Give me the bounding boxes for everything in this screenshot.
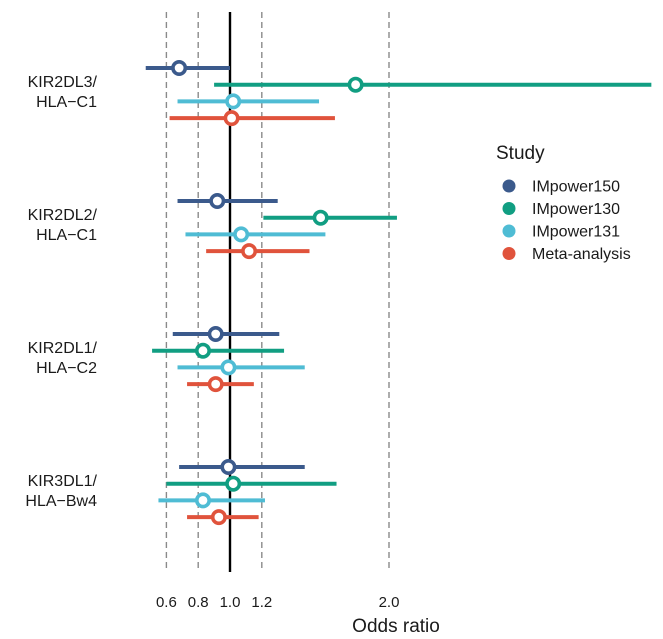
x-tick-label: 1.2 bbox=[251, 594, 272, 611]
interval-bars bbox=[145, 66, 652, 520]
point-estimate bbox=[223, 110, 240, 127]
point-estimate bbox=[207, 376, 224, 393]
legend-swatch bbox=[502, 247, 516, 260]
gridlines bbox=[165, 12, 390, 572]
group-label: KIR2DL2/HLA−C1 bbox=[28, 207, 98, 244]
point-estimate bbox=[225, 93, 242, 110]
legend-title: Study bbox=[496, 143, 545, 164]
legend-label: Meta-analysis bbox=[532, 246, 631, 263]
group-label-line: HLA−C2 bbox=[36, 360, 97, 377]
x-tick-label: 1.0 bbox=[220, 594, 241, 611]
x-axis-ticks: 0.6 0.8 1.0 1.2 2.0 bbox=[156, 594, 399, 611]
group-label-line: KIR2DL3/ bbox=[28, 74, 98, 91]
point-estimate bbox=[220, 458, 237, 475]
point-estimate bbox=[241, 243, 258, 260]
point-estimate bbox=[220, 359, 237, 376]
point-estimate bbox=[210, 509, 227, 526]
legend-swatch bbox=[502, 179, 516, 193]
x-tick-label: 0.8 bbox=[188, 594, 209, 611]
legend-label: IMpower150 bbox=[532, 179, 620, 196]
point-estimate bbox=[312, 209, 329, 226]
point-estimate bbox=[233, 226, 250, 243]
legend-items: IMpower150 IMpower130 IMpower131 Meta-analy… bbox=[502, 179, 631, 263]
group-label-line: KIR3DL1/ bbox=[28, 473, 98, 490]
point-estimate bbox=[209, 193, 226, 210]
x-tick-label: 2.0 bbox=[379, 594, 400, 611]
group-label: KIR2DL3/HLA−C1 bbox=[28, 74, 98, 111]
group-label-line: HLA−Bw4 bbox=[25, 493, 97, 510]
legend-swatch bbox=[502, 224, 516, 238]
group-labels: KIR2DL3/HLA−C1KIR2DL2/HLA−C1KIR2DL1/HLA−… bbox=[25, 74, 97, 510]
group-label: KIR2DL1/HLA−C2 bbox=[28, 340, 98, 377]
point-estimate bbox=[207, 325, 224, 342]
legend-label: IMpower131 bbox=[532, 224, 620, 241]
legend-label: IMpower130 bbox=[532, 201, 620, 218]
group-label-line: HLA−C1 bbox=[36, 94, 97, 111]
point-estimate bbox=[347, 76, 364, 93]
group-label-line: KIR2DL1/ bbox=[28, 340, 98, 357]
point-estimate bbox=[194, 342, 211, 359]
point-estimates bbox=[171, 59, 364, 526]
legend-swatch bbox=[502, 202, 516, 215]
x-axis-title: Odds ratio bbox=[352, 616, 440, 637]
point-estimate bbox=[194, 492, 211, 509]
point-estimate bbox=[225, 475, 242, 492]
x-tick-label: 0.6 bbox=[156, 594, 177, 611]
group-label-line: KIR2DL2/ bbox=[28, 207, 98, 224]
legend: Study IMpower150 IMpower130 IMpower131 Meta… bbox=[496, 143, 631, 263]
group-label-line: HLA−C1 bbox=[36, 227, 97, 244]
point-estimate bbox=[171, 59, 188, 76]
group-label: KIR3DL1/HLA−Bw4 bbox=[25, 473, 97, 510]
